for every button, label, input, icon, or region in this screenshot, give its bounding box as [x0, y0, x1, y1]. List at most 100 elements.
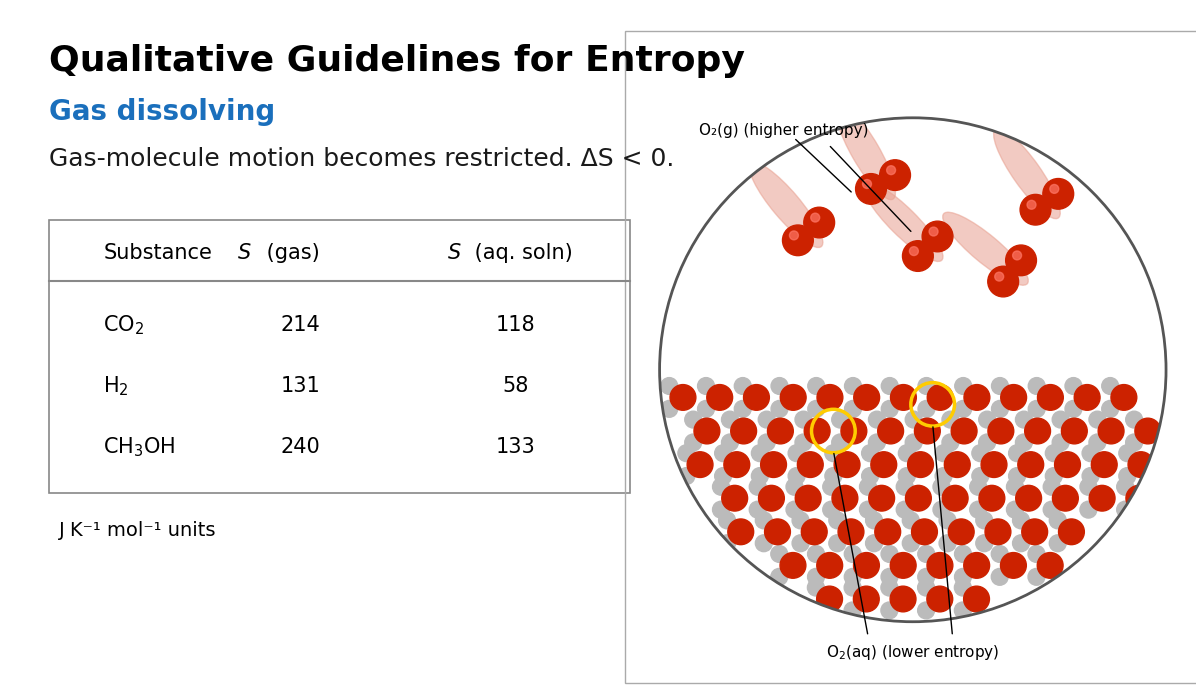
Circle shape — [853, 552, 880, 578]
Circle shape — [1052, 411, 1069, 428]
Circle shape — [758, 434, 775, 451]
Circle shape — [1058, 519, 1085, 545]
Circle shape — [1009, 444, 1026, 461]
Circle shape — [902, 512, 919, 528]
Circle shape — [678, 444, 695, 461]
Circle shape — [979, 434, 996, 451]
Circle shape — [1015, 485, 1042, 511]
Circle shape — [728, 519, 754, 545]
Circle shape — [832, 411, 848, 428]
Circle shape — [1001, 384, 1026, 410]
Text: (aq. soln): (aq. soln) — [468, 243, 572, 263]
Circle shape — [1013, 535, 1030, 552]
Text: Substance: Substance — [103, 243, 212, 263]
Circle shape — [1045, 468, 1062, 484]
Circle shape — [863, 180, 871, 188]
Circle shape — [1066, 377, 1082, 394]
Circle shape — [1111, 384, 1136, 410]
Circle shape — [881, 602, 898, 619]
Circle shape — [862, 468, 878, 484]
Circle shape — [964, 586, 990, 612]
Circle shape — [991, 545, 1008, 562]
Text: H$_2$: H$_2$ — [103, 374, 130, 398]
Circle shape — [942, 411, 959, 428]
Circle shape — [905, 411, 922, 428]
Circle shape — [976, 512, 992, 528]
Circle shape — [834, 452, 860, 477]
Circle shape — [694, 418, 720, 444]
Circle shape — [964, 384, 990, 410]
Circle shape — [824, 468, 841, 484]
Circle shape — [1082, 444, 1099, 461]
Circle shape — [1117, 478, 1134, 495]
Circle shape — [988, 266, 1019, 297]
Circle shape — [1028, 377, 1045, 394]
Circle shape — [838, 519, 864, 545]
Circle shape — [1043, 178, 1074, 209]
Circle shape — [918, 400, 935, 417]
Circle shape — [764, 519, 791, 545]
Circle shape — [707, 384, 733, 410]
Text: CO$_2$: CO$_2$ — [103, 313, 144, 337]
Circle shape — [719, 512, 736, 528]
Circle shape — [976, 535, 992, 552]
Circle shape — [928, 384, 953, 410]
Circle shape — [1080, 478, 1097, 495]
Circle shape — [788, 444, 805, 461]
Circle shape — [688, 452, 713, 477]
Circle shape — [794, 411, 812, 428]
Circle shape — [713, 478, 730, 495]
Text: Gas dissolving: Gas dissolving — [49, 98, 275, 126]
Circle shape — [1052, 485, 1079, 511]
Circle shape — [954, 545, 972, 562]
Circle shape — [829, 512, 846, 528]
Circle shape — [887, 166, 895, 174]
Circle shape — [890, 552, 916, 578]
Circle shape — [979, 411, 996, 428]
Circle shape — [782, 225, 814, 256]
Circle shape — [811, 213, 820, 222]
Circle shape — [1015, 434, 1032, 451]
Circle shape — [954, 568, 972, 585]
Circle shape — [780, 552, 806, 578]
Circle shape — [808, 568, 824, 585]
Circle shape — [865, 535, 882, 552]
Circle shape — [1098, 418, 1124, 444]
Circle shape — [1126, 485, 1152, 511]
Circle shape — [905, 434, 922, 451]
Circle shape — [1020, 195, 1051, 225]
Circle shape — [912, 519, 937, 545]
Circle shape — [823, 501, 840, 518]
Circle shape — [991, 377, 1008, 394]
Circle shape — [1080, 501, 1097, 518]
Circle shape — [772, 377, 788, 394]
Circle shape — [1013, 251, 1021, 260]
Circle shape — [918, 545, 935, 562]
Circle shape — [869, 411, 886, 428]
Circle shape — [780, 384, 806, 410]
Circle shape — [768, 418, 793, 444]
Circle shape — [926, 586, 953, 612]
Circle shape — [1018, 452, 1044, 477]
Circle shape — [845, 400, 862, 417]
Circle shape — [979, 485, 1004, 511]
Circle shape — [670, 384, 696, 410]
Circle shape — [935, 444, 952, 461]
Circle shape — [751, 468, 768, 484]
Circle shape — [1126, 434, 1142, 451]
Circle shape — [906, 485, 931, 511]
Circle shape — [697, 377, 714, 394]
Text: CH$_3$OH: CH$_3$OH — [103, 435, 176, 459]
Circle shape — [869, 434, 886, 451]
Circle shape — [751, 444, 768, 461]
Circle shape — [1074, 384, 1100, 410]
Circle shape — [734, 400, 751, 417]
Circle shape — [972, 468, 989, 484]
Circle shape — [1006, 245, 1037, 276]
Circle shape — [955, 377, 972, 394]
Circle shape — [970, 501, 986, 518]
Circle shape — [1028, 545, 1045, 562]
Circle shape — [1052, 434, 1069, 451]
Circle shape — [715, 444, 732, 461]
Circle shape — [749, 478, 766, 495]
